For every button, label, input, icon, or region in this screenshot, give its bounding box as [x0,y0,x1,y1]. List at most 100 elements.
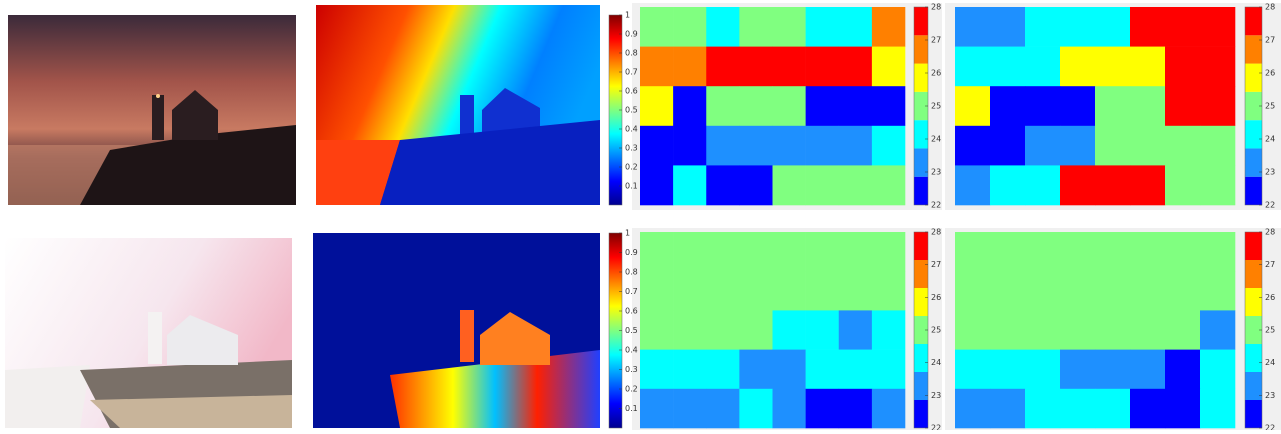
colorbar-tick-label: 22 [1265,201,1275,210]
colorbar-segment [1245,120,1262,148]
heatmap-cell [1095,47,1130,87]
heatmap-cell [1095,7,1130,47]
heatmap-cell [990,232,1025,272]
heatmap-cell [1200,7,1235,47]
heatmap-cell [990,47,1025,87]
colorbar-segment [1245,35,1262,63]
colorbar-tick-label: 0.8 [625,268,638,277]
heatmap-cell [1130,310,1165,350]
heatmap-cell [839,271,872,311]
colorbar-tick-label: 28 [1265,228,1275,237]
heatmap-cell [1060,47,1095,87]
heatmap-cell [1130,7,1165,47]
colorbar-segment [914,232,928,260]
heatmap-cell [1095,350,1130,390]
heatmap-cell [739,86,772,126]
colorbar-tick-label: 0.6 [625,87,638,96]
colorbar-tick-label: 0.1 [625,182,638,191]
heatmap-cell [806,271,839,311]
colorbar-segment [914,288,928,316]
heatmap-cell [739,271,772,311]
colorbar-tick-label: 0.9 [625,30,638,39]
heatmap-cell [1025,271,1060,311]
heatmap-cell [706,271,739,311]
colorbar-tick-label: 0.2 [625,163,638,172]
heatmap-cell [773,7,806,47]
colorbar-tick-label: 23 [931,168,941,177]
heatmap-cell [706,86,739,126]
heatmap-cell [1130,271,1165,311]
heatmap-cell [706,310,739,350]
colorbar-tick-label: 0.3 [625,365,638,374]
colorbar-tick-label: 24 [1265,135,1275,144]
heatmap-cell [773,165,806,205]
heatmap-cell [1025,310,1060,350]
heatmap-cell [706,350,739,390]
heatmap-cell [1060,7,1095,47]
colorbar-segment [914,177,928,205]
colorbar-segment [1245,344,1262,372]
heatmap-cell [739,389,772,429]
heatmap-cell [640,86,673,126]
heatmap-cell [839,310,872,350]
heatmap-cell [955,350,990,390]
colorbar-segment [914,400,928,428]
heatmap-cell [872,271,905,311]
colorbar-segment [914,344,928,372]
heatmap-cell [673,47,706,87]
heatmap-cell [673,389,706,429]
heatmap-cell [1095,165,1130,205]
colorbar-tick-label: 25 [1265,102,1275,111]
colorbar-segment [1245,260,1262,288]
colorbar-segment [914,64,928,92]
colorbar-tick-label: 26 [931,293,941,302]
heatmap-cell [1025,165,1060,205]
heatmap-cell [1130,389,1165,429]
colorbar-tick-label: 0.5 [625,326,638,335]
heatmap-cell [1200,86,1235,126]
heatmap-cell [1025,389,1060,429]
colorbar-segment [914,7,928,35]
heatmap-cell [872,232,905,272]
colorbar-tick-label: 0.8 [625,49,638,58]
heatmap-cell [1060,86,1095,126]
heatmap-cell [1200,389,1235,429]
heatmap-cell [1165,126,1200,166]
colorbar-segment [914,148,928,176]
heatmap-cell [839,350,872,390]
heatmap-cell [706,232,739,272]
colorbar-tick-label: 1 [625,11,630,20]
heatmap-cell [706,126,739,166]
heatmap-cell [673,165,706,205]
heatmap-cell [839,86,872,126]
heatmap-cell [773,310,806,350]
heatmap-cell [1025,126,1060,166]
heatmap-cell [1095,310,1130,350]
heatmap-cell [806,86,839,126]
heatmap-cell [1060,126,1095,166]
colorbar-tick-label: 22 [931,201,941,210]
colorbar-tick-label: 22 [1265,424,1275,431]
heatmap-cell [706,7,739,47]
heatmap-cell [1130,165,1165,205]
photo-sunset [8,15,296,205]
heatmap-cell [1025,86,1060,126]
heatmap-cell [1025,7,1060,47]
heatmap-cell [1200,232,1235,272]
colorbar-tick-label: 0.3 [625,144,638,153]
heatmap-cell [872,350,905,390]
colorbar-tick-label: 0.1 [625,404,638,413]
heatmap-cell [739,7,772,47]
scalar-map-bottom [313,233,600,428]
heatmap-cell [640,232,673,272]
heatmap-cell [955,232,990,272]
colorbar-tick-label: 24 [1265,358,1275,367]
heatmap-cell [640,47,673,87]
heatmap-cell [1200,126,1235,166]
colorbar-tick-label: 23 [1265,391,1275,400]
colorbar-tick-label: 25 [931,102,941,111]
heatmap-cell [872,7,905,47]
heatmap-cell [673,232,706,272]
heatmap-cell [773,126,806,166]
colorbar-tick-label: 0.7 [625,287,638,296]
